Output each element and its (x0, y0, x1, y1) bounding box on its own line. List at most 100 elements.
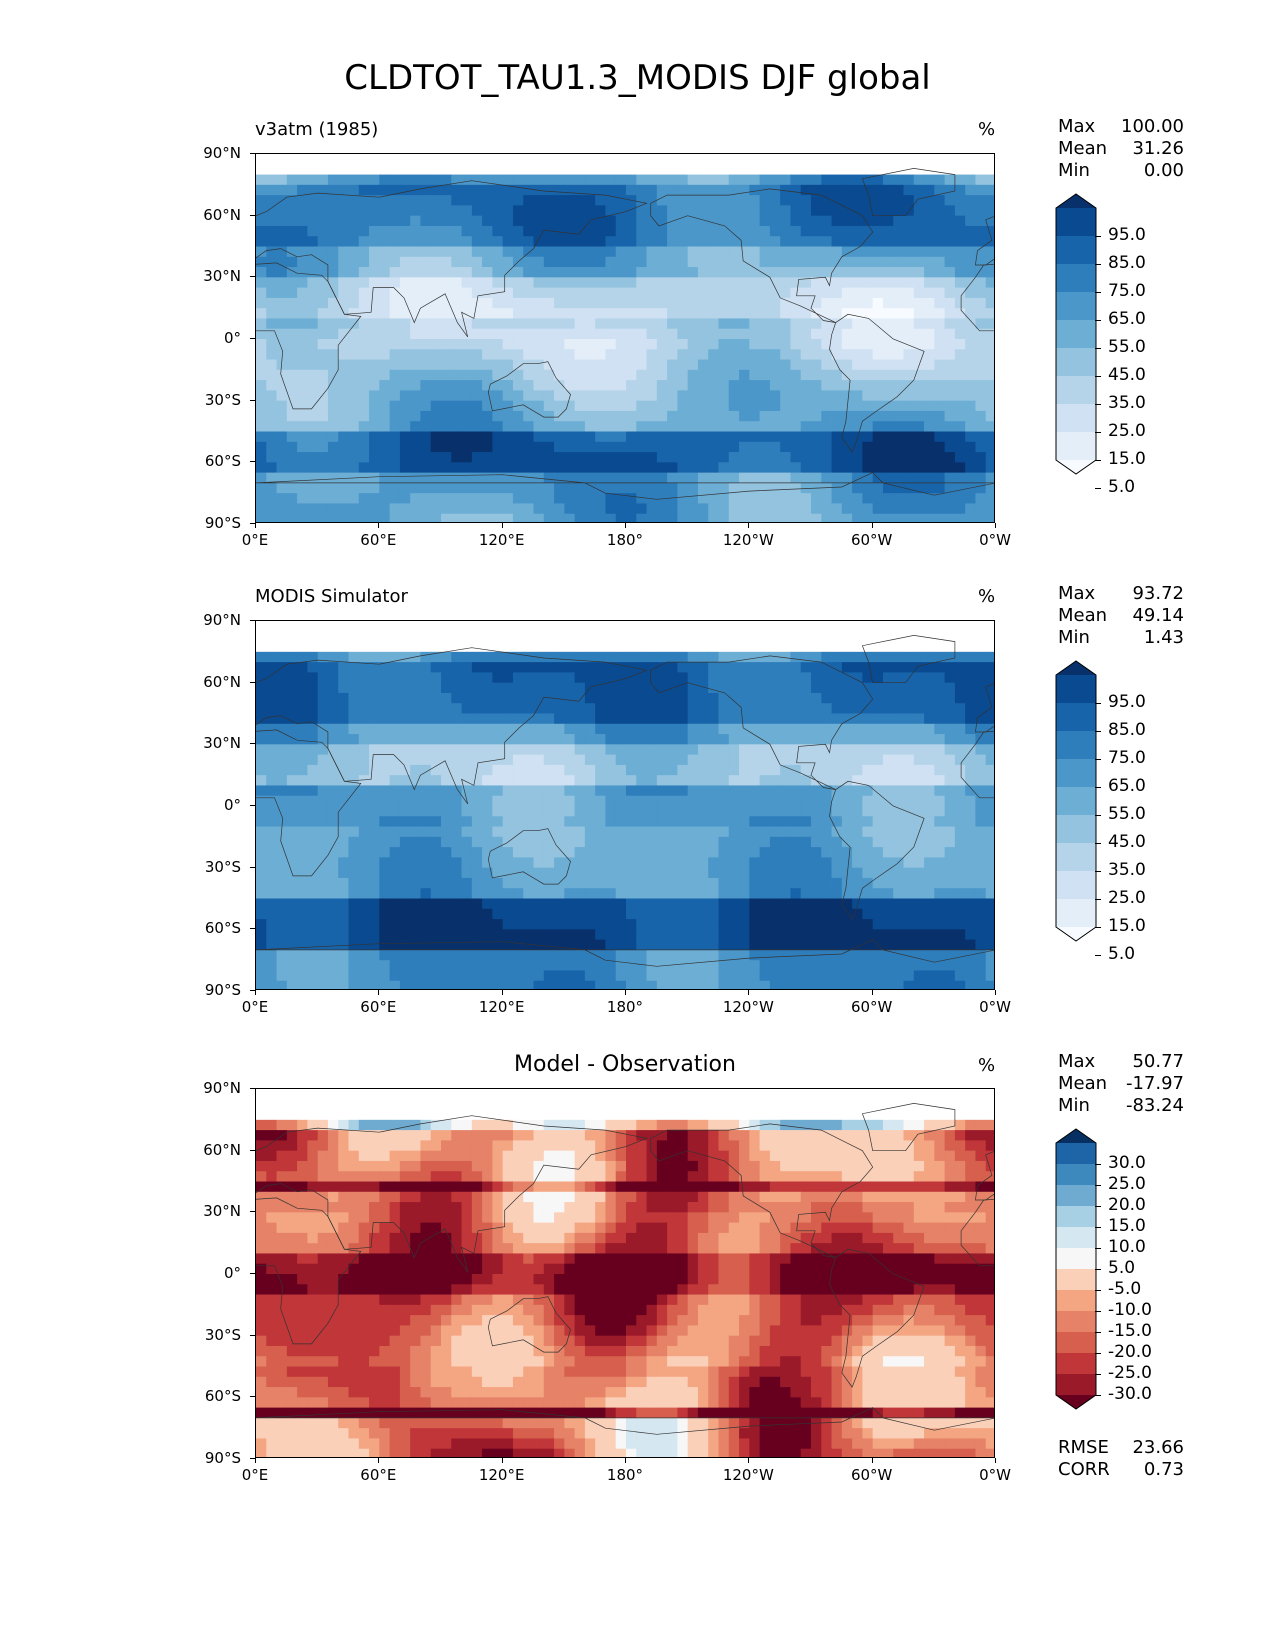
lat-tick-mark (250, 928, 255, 930)
colorbar-segment (1056, 1164, 1096, 1186)
lon-tick-label: 120°E (478, 531, 525, 549)
colorbar-segment (1056, 264, 1096, 293)
map-plot (255, 620, 995, 990)
lat-tick-mark (250, 523, 255, 524)
lon-tick-label: 120°W (722, 531, 774, 549)
lon-tick-label: 60°W (850, 998, 893, 1016)
colorbar-segment (1056, 348, 1096, 377)
colorbar-label: 10.0 (1108, 1237, 1146, 1257)
lat-tick-label: 0° (223, 329, 241, 347)
stat-max: Max 50.77 (1058, 1051, 1184, 1072)
colorbar-tick (1095, 787, 1101, 788)
colorbar-tick (1095, 927, 1101, 928)
colorbar-label: -5.0 (1108, 1279, 1142, 1299)
colorbar-tick (1095, 815, 1101, 816)
lon-tick-label: 60°E (360, 998, 397, 1016)
lat-tick-mark (250, 1273, 255, 1274)
colorbar-tick (1095, 1290, 1101, 1291)
lon-tick-mark (871, 990, 873, 995)
lat-tick-label: 60°S (204, 452, 241, 471)
coastline (829, 780, 925, 920)
lat-tick-label: 60°S (204, 1387, 241, 1406)
coastline (487, 361, 571, 418)
panel-modis-simulator: MODIS Simulator % Max 93.72 Mean 49.14 Min… (0, 0, 1275, 1016)
coastline (650, 655, 874, 790)
lon-tick-mark (995, 523, 996, 528)
lon-tick-mark (501, 1458, 503, 1463)
units-label: % (978, 119, 996, 140)
lat-tick-label: 60°N (203, 205, 241, 224)
lat-tick-label: 90°N (203, 611, 241, 629)
stat-max: Max 100.00 (1058, 116, 1184, 137)
colorbar-swatches (1055, 1128, 1097, 1410)
colorbar-label: 75.0 (1108, 281, 1146, 301)
lon-tick-mark (748, 990, 750, 995)
units-label: % (978, 586, 996, 607)
colorbar-tick (1095, 236, 1101, 237)
lon-tick-mark (995, 1458, 996, 1463)
coastlines (256, 635, 994, 967)
colorbar-label: 65.0 (1108, 309, 1146, 329)
lat-tick-mark (250, 338, 255, 339)
colorbar-label: 35.0 (1108, 860, 1146, 880)
stats-block: Max 50.77 Mean -17.97 Min -83.24 (1058, 1051, 1184, 1117)
lat-tick-label: 90°N (203, 1079, 241, 1097)
lat-tick-mark (250, 1458, 255, 1459)
lon-tick-label: 0°E (241, 531, 269, 549)
lon-tick-mark (748, 1458, 750, 1463)
stat-min: Min 1.43 (1058, 627, 1184, 648)
lat-tick-mark (250, 1396, 255, 1398)
colorbar-tick (1095, 1227, 1101, 1228)
colorbar-segment (1056, 320, 1096, 349)
map-field (256, 621, 994, 989)
colorbar-tick (1095, 703, 1101, 704)
colorbar-label: 95.0 (1108, 225, 1146, 245)
colorbar-segment (1056, 731, 1096, 760)
colorbar-label: 5.0 (1108, 1258, 1136, 1278)
colorbar-segment (1056, 1185, 1096, 1207)
panel-title: MODIS Simulator (255, 586, 408, 607)
colorbar-label: 55.0 (1108, 337, 1146, 357)
coastlines (256, 168, 994, 500)
lat-tick-label: 60°N (203, 672, 241, 691)
lat-tick-label: 60°S (204, 919, 241, 938)
coastline (487, 1296, 571, 1353)
panel-title: v3atm (1985) (255, 119, 379, 140)
colorbar-segment (1056, 1227, 1096, 1249)
colorbar-extend-bottom (1056, 927, 1096, 941)
stat-min: Min 0.00 (1058, 160, 1184, 181)
lon-tick-mark (748, 523, 750, 528)
colorbar-segment (1056, 871, 1096, 900)
lat-tick-label: 30°N (203, 734, 241, 753)
lat-tick-mark (250, 805, 255, 806)
colorbar-label: 45.0 (1108, 832, 1146, 852)
map-plot (255, 153, 995, 523)
coastline (487, 828, 571, 885)
lat-tick-label: 30°S (204, 857, 241, 876)
colorbar-label: 85.0 (1108, 253, 1146, 273)
colorbar-segment (1056, 292, 1096, 321)
colorbar-label: 25.0 (1108, 421, 1146, 441)
coastline (650, 188, 874, 323)
stats-block: Max 93.72 Mean 49.14 Min 1.43 (1058, 583, 1184, 649)
lat-tick-label: 90°S (204, 981, 241, 999)
lon-tick-label: 120°E (478, 1466, 525, 1484)
lon-tick-mark (871, 1458, 873, 1463)
colorbar-segment (1056, 1143, 1096, 1165)
lon-tick-label: 0°W (979, 531, 1011, 549)
lon-tick-label: 0°W (979, 998, 1011, 1016)
colorbar-label: 5.0 (1108, 944, 1136, 964)
lon-tick-label: 60°E (360, 531, 397, 549)
colorbar-tick (1095, 871, 1101, 872)
coastline (256, 1115, 648, 1273)
stat-mean: Mean 31.26 (1058, 138, 1184, 159)
lat-tick-mark (250, 1334, 255, 1336)
lat-tick-label: 30°N (203, 267, 241, 286)
lon-tick-label: 120°W (722, 1466, 774, 1484)
colorbar-label: -15.0 (1108, 1321, 1152, 1341)
coastline (861, 635, 956, 684)
colorbar-tick (1095, 1353, 1101, 1354)
coastline (650, 1123, 874, 1258)
lon-tick-mark (871, 523, 873, 528)
coastline (256, 1407, 994, 1435)
